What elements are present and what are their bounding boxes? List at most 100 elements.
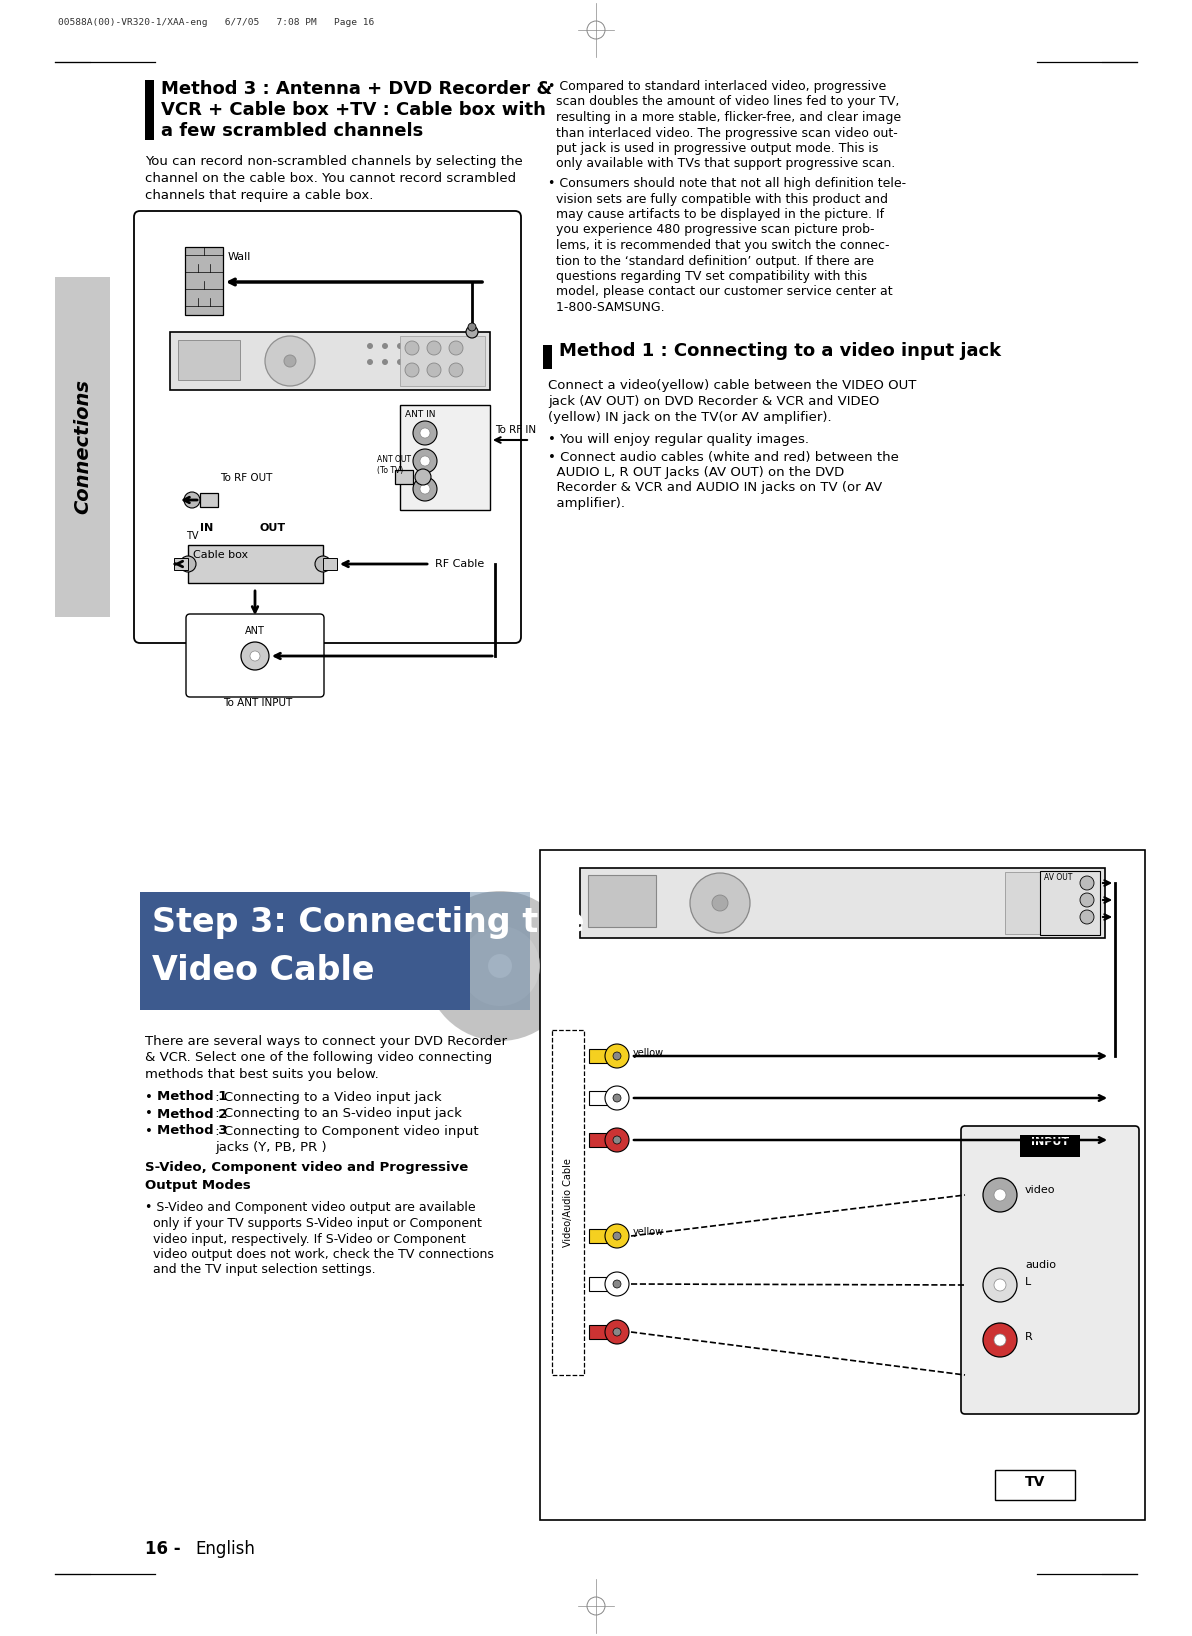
Text: may cause artifacts to be displayed in the picture. If: may cause artifacts to be displayed in t… <box>548 208 884 221</box>
Circle shape <box>367 358 373 365</box>
Bar <box>544 345 552 368</box>
Bar <box>55 276 110 617</box>
Bar <box>170 332 490 389</box>
Circle shape <box>466 326 478 339</box>
Circle shape <box>184 492 200 509</box>
Circle shape <box>606 1086 629 1109</box>
Text: tion to the ‘standard definition’ output. If there are: tion to the ‘standard definition’ output… <box>548 255 874 268</box>
Circle shape <box>606 1127 629 1152</box>
Text: Cable box: Cable box <box>193 550 248 560</box>
Text: TV: TV <box>186 532 199 542</box>
Circle shape <box>613 1279 621 1288</box>
Text: Method 3: Method 3 <box>157 1124 228 1137</box>
Text: S-Video, Component video and Progressive: S-Video, Component video and Progressive <box>145 1162 468 1175</box>
Circle shape <box>426 892 575 1040</box>
Circle shape <box>397 344 403 348</box>
Text: Method 2: Method 2 <box>157 1108 228 1121</box>
Bar <box>588 875 656 928</box>
Circle shape <box>381 344 389 348</box>
Text: a few scrambled channels: a few scrambled channels <box>161 123 423 141</box>
Text: : Connecting to an S-video input jack: : Connecting to an S-video input jack <box>211 1108 462 1121</box>
Text: Wall: Wall <box>228 252 252 262</box>
Bar <box>589 1049 609 1063</box>
Bar <box>323 558 337 569</box>
Text: Step 3: Connecting the: Step 3: Connecting the <box>153 906 584 939</box>
Text: Recorder & VCR and AUDIO IN jacks on TV (or AV: Recorder & VCR and AUDIO IN jacks on TV … <box>548 481 882 494</box>
Bar <box>540 851 1146 1520</box>
Text: • Consumers should note that not all high definition tele-: • Consumers should note that not all hig… <box>548 177 906 190</box>
Circle shape <box>690 874 750 933</box>
Text: audio: audio <box>1025 1260 1056 1270</box>
Text: ANT IN: ANT IN <box>405 411 435 419</box>
Circle shape <box>613 1094 621 1103</box>
Circle shape <box>420 484 430 494</box>
Text: amplifier).: amplifier). <box>548 497 625 510</box>
Circle shape <box>449 363 462 376</box>
Text: (yellow) IN jack on the TV(or AV amplifier).: (yellow) IN jack on the TV(or AV amplifi… <box>548 412 832 424</box>
Circle shape <box>983 1268 1017 1302</box>
Text: channels that require a cable box.: channels that require a cable box. <box>145 190 373 201</box>
Bar <box>178 340 240 380</box>
Text: vision sets are fully compatible with this product and: vision sets are fully compatible with th… <box>548 193 888 206</box>
Text: only if your TV supports S-Video input or Component: only if your TV supports S-Video input o… <box>145 1217 482 1230</box>
Circle shape <box>412 448 437 473</box>
Circle shape <box>994 1279 1006 1291</box>
Bar <box>581 869 1105 937</box>
Circle shape <box>983 1178 1017 1212</box>
Text: Connect a video(yellow) cable between the VIDEO OUT: Connect a video(yellow) cable between th… <box>548 380 917 393</box>
Circle shape <box>397 358 403 365</box>
Text: video input, respectively. If S-Video or Component: video input, respectively. If S-Video or… <box>145 1232 466 1245</box>
Text: • Connect audio cables (white and red) between the: • Connect audio cables (white and red) b… <box>548 450 899 463</box>
Text: Method 3 : Antenna + DVD Recorder &: Method 3 : Antenna + DVD Recorder & <box>161 80 552 98</box>
Bar <box>470 892 530 1009</box>
Text: English: English <box>195 1539 255 1557</box>
Bar <box>395 470 412 484</box>
Circle shape <box>427 363 441 376</box>
Text: questions regarding TV set compatibility with this: questions regarding TV set compatibility… <box>548 270 867 283</box>
Text: resulting in a more stable, flicker-free, and clear image: resulting in a more stable, flicker-free… <box>548 111 901 124</box>
Circle shape <box>606 1320 629 1345</box>
Text: •: • <box>145 1108 153 1121</box>
Bar <box>589 1091 609 1104</box>
Text: yellow: yellow <box>633 1049 664 1058</box>
Circle shape <box>405 363 420 376</box>
Bar <box>188 545 323 582</box>
Text: model, please contact our customer service center at: model, please contact our customer servi… <box>548 286 893 298</box>
Text: •: • <box>145 1124 153 1137</box>
Text: Video/Audio Cable: Video/Audio Cable <box>563 1158 573 1247</box>
Text: 16 -: 16 - <box>145 1539 181 1557</box>
Bar <box>552 1031 584 1374</box>
Circle shape <box>415 470 432 484</box>
Text: scan doubles the amount of video lines fed to your TV,: scan doubles the amount of video lines f… <box>548 95 900 108</box>
Circle shape <box>241 641 269 671</box>
Circle shape <box>315 556 331 573</box>
Text: Output Modes: Output Modes <box>145 1178 250 1191</box>
Circle shape <box>420 429 430 438</box>
Text: channel on the cable box. You cannot record scrambled: channel on the cable box. You cannot rec… <box>145 172 516 185</box>
Bar <box>200 492 218 507</box>
Bar <box>185 247 223 316</box>
Circle shape <box>994 1189 1006 1201</box>
Circle shape <box>606 1273 629 1296</box>
Circle shape <box>712 895 728 911</box>
Circle shape <box>1080 893 1094 906</box>
Text: • Compared to standard interlaced video, progressive: • Compared to standard interlaced video,… <box>548 80 886 93</box>
Text: AV OUT: AV OUT <box>1044 874 1073 882</box>
Text: IN: IN <box>200 524 213 533</box>
Text: you experience 480 progressive scan picture prob-: you experience 480 progressive scan pict… <box>548 224 875 237</box>
Text: video: video <box>1025 1184 1055 1194</box>
Text: jack (AV OUT) on DVD Recorder & VCR and VIDEO: jack (AV OUT) on DVD Recorder & VCR and … <box>548 396 880 409</box>
Bar <box>1039 870 1100 936</box>
Text: ANT OUT
(To TV): ANT OUT (To TV) <box>377 455 411 474</box>
Text: than interlaced video. The progressive scan video out-: than interlaced video. The progressive s… <box>548 126 898 139</box>
Circle shape <box>613 1328 621 1337</box>
Text: put jack is used in progressive output mode. This is: put jack is used in progressive output m… <box>548 142 879 155</box>
Text: yellow: yellow <box>633 1227 664 1237</box>
Bar <box>145 80 154 141</box>
Bar <box>401 406 490 510</box>
Text: Connections: Connections <box>73 380 92 514</box>
Circle shape <box>994 1333 1006 1346</box>
Text: & VCR. Select one of the following video connecting: & VCR. Select one of the following video… <box>145 1052 492 1065</box>
FancyBboxPatch shape <box>134 211 521 643</box>
Text: INPUT: INPUT <box>1031 1137 1069 1147</box>
